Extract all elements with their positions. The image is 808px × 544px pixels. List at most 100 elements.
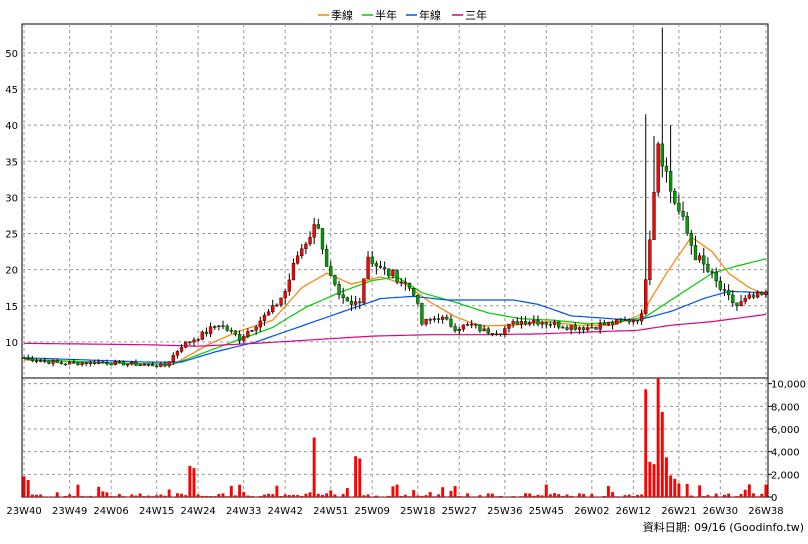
candle-up [283,291,287,299]
candle-up [312,224,316,238]
volume-bar [561,496,565,497]
candle-up [271,305,275,312]
volume-bar [586,496,590,497]
candle-up [519,321,524,325]
candle-down [329,266,333,276]
volume-bar [420,495,424,497]
candle-down [594,327,598,330]
candle-down [478,324,482,332]
volume-bar [267,493,271,497]
legend-label: 季線 [331,8,353,22]
candle-up [656,143,660,193]
candle-down [453,326,457,331]
candle-down [221,325,225,327]
volume-bar [271,494,275,497]
volume-bar [710,496,714,497]
volume-bar [383,496,387,498]
volume-bar [329,490,333,497]
candle-up [507,323,511,329]
volume-bar [478,495,482,497]
candle-up [254,326,258,331]
candle-up [399,281,403,284]
candle-down [378,265,383,268]
volume-bar [250,496,254,497]
candle-up [217,325,221,327]
candle-down [714,272,718,282]
candle-up [623,319,627,322]
volume-bar [511,496,515,497]
volume-bar [43,496,47,497]
volume-bar [743,489,747,497]
volume-bar [718,496,722,498]
volume-bar [490,493,494,497]
candle-up [577,327,582,330]
volume-bar [80,495,84,497]
volume-bar [461,496,465,497]
candle-down [225,325,229,331]
volume-bar [437,494,440,497]
candle-up [246,331,250,337]
candle-down [150,364,155,367]
candle-up [465,324,470,326]
volume-bar [515,496,519,498]
candle-up [528,322,532,325]
volume-bar [408,496,411,497]
candle-up [552,321,557,325]
candle-up [304,243,308,249]
volume-tick-label: 2,000 [771,470,800,481]
candle-down [685,216,689,234]
volume-bar [134,495,138,497]
volume-bar [358,458,362,497]
candle-up [80,362,84,365]
candle-up [631,319,635,323]
volume-bar [577,493,581,497]
candle-down [55,360,59,363]
volume-bar [192,468,196,497]
volume-bar [345,488,349,497]
candle-down [561,326,565,329]
candle-down [718,280,722,290]
volume-bar [238,484,242,497]
legend-label: 三年 [465,8,487,22]
volume-bar [109,496,113,497]
candle-down [345,297,349,302]
candle-down [204,331,209,334]
volume-bar [503,496,507,498]
candle-down [411,288,416,296]
volume-bar [590,493,594,497]
volume-bar [565,494,569,497]
x-tick-label: 26W21 [661,506,696,517]
volume-bar [304,493,308,497]
candle-down [34,360,39,362]
volume-bar [673,478,677,497]
volume-tick-label: 8,000 [771,402,800,413]
volume-bar [105,492,109,497]
candle-up [184,341,188,348]
volume-bar [130,494,134,497]
candle-up [482,328,486,332]
candle-down [43,360,47,362]
volume-bar [689,495,693,497]
x-tick-label: 24W51 [313,506,348,517]
volume-bar [548,494,552,497]
price-tick-label: 15 [5,302,18,313]
candle-down [382,267,387,269]
volume-bar [631,496,635,497]
candle-up [38,360,43,362]
candle-down [84,362,88,364]
volume-bar [611,492,615,497]
volume-bar [474,496,478,498]
volume-bar [97,486,101,497]
volume-bar [387,495,391,497]
candle-down [26,357,30,360]
candle-up [743,298,747,302]
volume-bar [146,495,150,497]
volume-bar [569,495,573,497]
volume-bar [142,496,146,497]
candle-down [92,361,97,364]
volume-bar [279,496,283,497]
volume-bar [213,496,217,497]
volume-tick-label: 4,000 [771,448,800,459]
volume-bar [486,493,490,497]
